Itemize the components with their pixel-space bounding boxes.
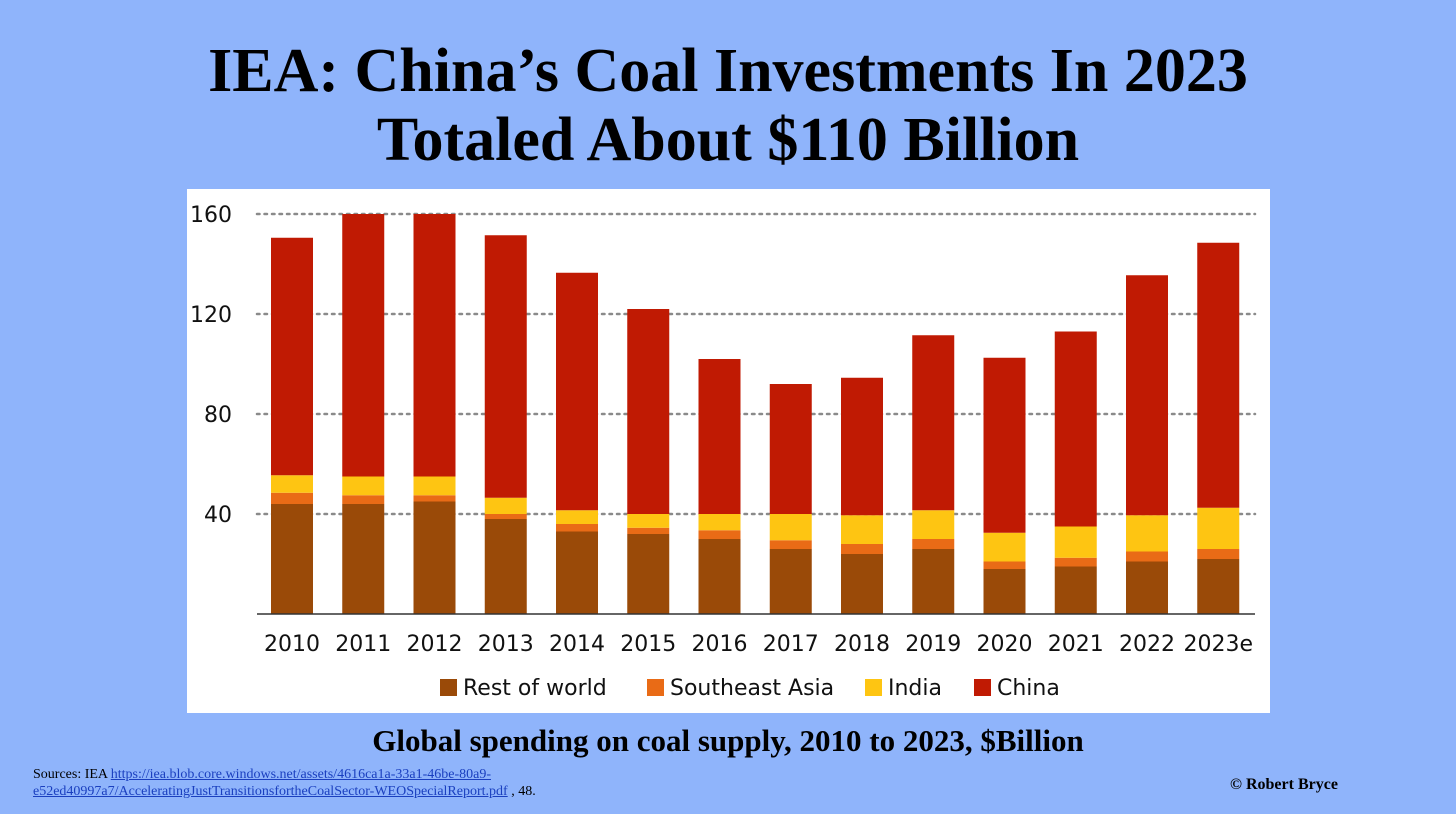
bar-india-2013 (484, 497, 527, 514)
bar-india-2020 (983, 532, 1026, 562)
legend-label: Southeast Asia (670, 676, 834, 701)
bar-india-2016 (698, 514, 741, 531)
bar-southeast-asia-2015 (627, 527, 670, 534)
bar-india-2017 (769, 514, 812, 541)
bar-southeast-asia-2013 (484, 514, 527, 519)
bar-southeast-asia-2020 (983, 561, 1026, 569)
x-tick-label: 2017 (763, 632, 819, 657)
bar-china-2017 (769, 384, 812, 514)
x-tick-label: 2012 (407, 632, 463, 657)
bar-southeast-asia-2011 (342, 495, 385, 504)
bar-southeast-asia-2022 (1126, 551, 1168, 562)
legend-label: Rest of world (463, 676, 607, 701)
bar-rest-of-world-2022 (1126, 561, 1168, 614)
bar-southeast-asia-2023e (1197, 549, 1240, 559)
bar-india-2011 (342, 476, 385, 496)
bar-china-2019 (912, 335, 955, 511)
bar-china-2021 (1054, 331, 1097, 527)
bar-rest-of-world-2023e (1197, 559, 1240, 614)
bar-india-2021 (1054, 526, 1097, 558)
bar-rest-of-world-2014 (556, 531, 598, 614)
copyright-notice: © Robert Bryce (1230, 776, 1338, 793)
x-tick-label: 2011 (335, 632, 391, 657)
bar-southeast-asia-2017 (769, 540, 812, 549)
grid-lines (255, 212, 1257, 516)
source-link-line-1: https://iea.blob.core.windows.net/assets… (110, 767, 491, 782)
x-tick-label: 2014 (549, 632, 605, 657)
legend: Rest of world Southeast Asia India China (440, 676, 1060, 701)
bar-china-2010 (271, 237, 313, 476)
bar-rest-of-world-2013 (484, 519, 527, 614)
y-tick-label: 40 (204, 503, 232, 528)
sources-suffix: , 48. (507, 784, 536, 799)
bar-rest-of-world-2018 (841, 554, 883, 614)
legend-swatch-southeast-asia (647, 679, 664, 696)
source-link[interactable]: https://iea.blob.core.windows.net/assets… (33, 767, 508, 799)
page-title-line-1: IEA: China’s Coal Investments In 2023 (208, 37, 1248, 105)
bar-china-2022 (1126, 275, 1168, 516)
bar-china-2023e (1197, 242, 1240, 508)
y-tick-label: 160 (190, 203, 232, 228)
x-tick-label: 2015 (620, 632, 676, 657)
bar-southeast-asia-2018 (841, 544, 883, 554)
bar-india-2019 (912, 510, 955, 539)
bar-india-2018 (841, 515, 883, 544)
bar-china-2020 (983, 357, 1026, 533)
bar-china-2016 (698, 359, 741, 514)
source-link-line-2: e52ed40997a7/AcceleratingJustTransitions… (33, 784, 508, 799)
x-tick-label: 2010 (264, 632, 320, 657)
legend-label: India (888, 676, 942, 701)
bar-rest-of-world-2010 (271, 504, 313, 614)
x-tick-label: 2021 (1048, 632, 1104, 657)
bar-rest-of-world-2016 (698, 539, 741, 614)
bar-southeast-asia-2016 (698, 530, 741, 539)
chart-caption: Global spending on coal supply, 2010 to … (372, 723, 1084, 758)
sources-note: Sources: IEA https://iea.blob.core.windo… (33, 766, 733, 800)
bar-rest-of-world-2020 (983, 569, 1026, 614)
bars (271, 214, 1240, 614)
x-tick-label: 2019 (905, 632, 961, 657)
bar-rest-of-world-2012 (413, 501, 456, 614)
bar-southeast-asia-2021 (1054, 557, 1097, 567)
bar-india-2012 (413, 476, 456, 496)
x-tick-label: 2013 (478, 632, 534, 657)
y-tick-label: 80 (204, 403, 232, 428)
bar-rest-of-world-2011 (342, 504, 385, 614)
bar-rest-of-world-2019 (912, 549, 955, 614)
bar-india-2022 (1126, 515, 1168, 552)
bar-india-2010 (271, 475, 313, 493)
x-tick-label: 2020 (977, 632, 1033, 657)
legend-swatch-china (974, 679, 991, 696)
bar-rest-of-world-2017 (769, 549, 812, 614)
bar-china-2014 (556, 272, 598, 511)
x-tick-label: 2022 (1119, 632, 1175, 657)
bar-india-2023e (1197, 507, 1240, 549)
bar-china-2012 (413, 214, 456, 477)
x-tick-label: 2016 (692, 632, 748, 657)
y-tick-label: 120 (190, 303, 232, 328)
bar-china-2018 (841, 377, 883, 516)
bar-southeast-asia-2014 (556, 524, 598, 532)
axes: 40 80 120 160 2010 2011 2012 2013 2014 2015 2016 20… (190, 203, 1255, 657)
x-tick-label: 2023e (1183, 632, 1253, 657)
legend-swatch-rest-of-world (440, 679, 457, 696)
bar-southeast-asia-2019 (912, 539, 955, 549)
x-tick-label: 2018 (834, 632, 890, 657)
bar-china-2013 (484, 235, 527, 498)
bar-china-2011 (342, 214, 385, 477)
bar-rest-of-world-2015 (627, 534, 670, 614)
bar-india-2014 (556, 510, 598, 524)
legend-swatch-india (865, 679, 882, 696)
bar-southeast-asia-2010 (271, 492, 313, 504)
sources-prefix: Sources: IEA (33, 767, 111, 782)
stacked-bar-chart: 40 80 120 160 2010 2011 2012 2013 2014 2015 2016 20… (190, 203, 1257, 701)
bar-southeast-asia-2012 (413, 495, 456, 502)
legend-label: China (997, 676, 1060, 701)
page-title-line-2: Totaled About $110 Billion (376, 106, 1080, 174)
bar-rest-of-world-2021 (1054, 566, 1097, 614)
bar-india-2015 (627, 514, 670, 528)
chart-panel: 40 80 120 160 2010 2011 2012 2013 2014 2015 2016 20… (187, 189, 1270, 713)
bar-china-2015 (627, 309, 670, 514)
